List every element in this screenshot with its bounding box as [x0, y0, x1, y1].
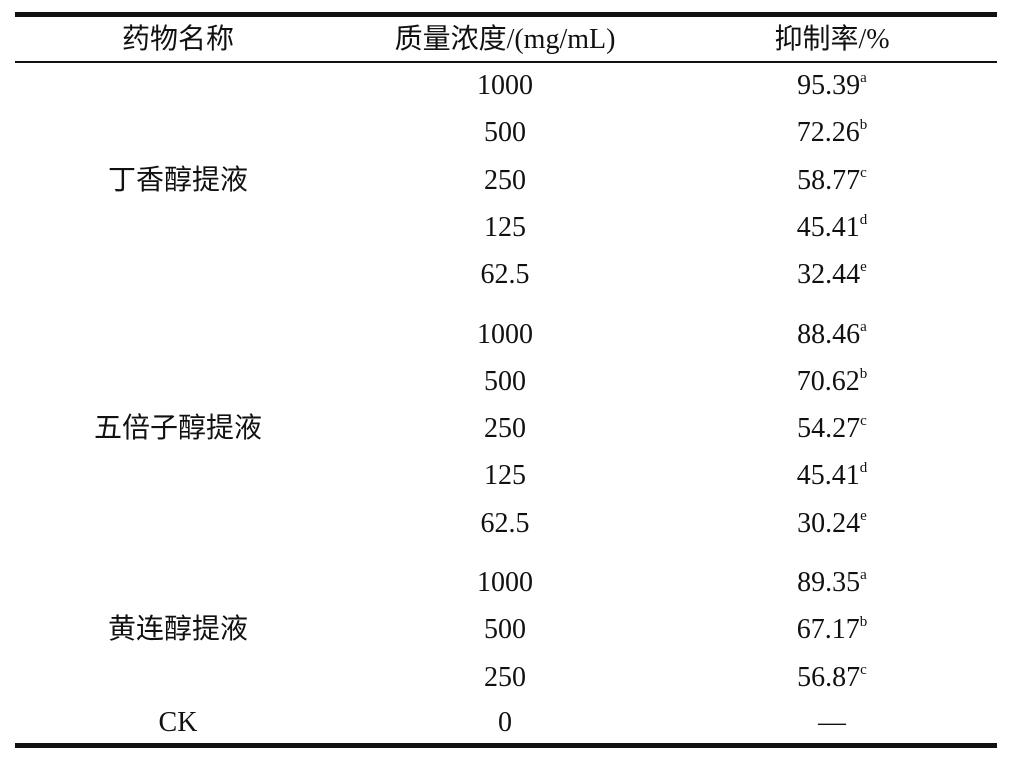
significance-mark: a: [860, 318, 867, 335]
group-name: 丁香醇提液: [107, 164, 249, 196]
rate-cell: 56.87c: [797, 661, 867, 693]
group-name: 五倍子醇提液: [93, 413, 263, 445]
concentration-cell: 250: [484, 164, 526, 196]
group-name: 黄连醇提液: [107, 614, 249, 646]
bottom-rule: [15, 743, 997, 748]
header-rule: [15, 61, 997, 63]
significance-mark: a: [860, 567, 867, 583]
concentration-cell: 1000: [477, 318, 533, 350]
rate-value: 58.77: [797, 164, 861, 196]
top-rule: [15, 12, 997, 17]
concentration-cell: 62.5: [480, 259, 530, 291]
column-header: 药物名称: [121, 24, 235, 55]
rate-cell: 95.39a: [797, 70, 867, 101]
concentration-cell: 250: [484, 413, 526, 445]
concentration-cell: 0: [498, 706, 512, 738]
significance-mark: d: [859, 460, 868, 477]
rate-value: 54.27: [797, 413, 861, 445]
concentration-cell: 125: [484, 460, 526, 492]
significance-mark: c: [860, 661, 867, 678]
concentration-cell: 62.5: [480, 507, 530, 539]
significance-mark: a: [860, 70, 867, 86]
significance-mark: c: [860, 413, 867, 430]
rate-cell: 54.27c: [797, 413, 867, 445]
concentration-cell: 125: [484, 211, 526, 243]
rate-value: 56.87: [797, 661, 861, 693]
significance-mark: b: [859, 117, 868, 134]
column-header: 抑制率/%: [774, 24, 890, 55]
rate-cell: 32.44e: [797, 259, 867, 291]
concentration-cell: 1000: [477, 567, 533, 598]
rate-cell: 89.35a: [797, 567, 867, 598]
rate-value: 72.26: [796, 117, 860, 149]
rate-cell: 88.46a: [797, 318, 867, 350]
control-name: CK: [158, 706, 198, 738]
concentration-cell: 250: [484, 661, 526, 693]
concentration-cell: 500: [484, 117, 526, 149]
rate-value: 95.39: [797, 70, 861, 101]
rate-value: 30.24: [797, 507, 861, 539]
rate-cell: —: [818, 706, 846, 738]
significance-mark: b: [859, 365, 868, 382]
rate-value: 32.44: [797, 259, 861, 291]
rate-cell: 72.26b: [796, 117, 868, 149]
concentration-cell: 500: [484, 614, 526, 646]
rate-value: 45.41: [796, 460, 860, 492]
rate-value: 89.35: [797, 567, 861, 598]
rate-cell: 67.17b: [796, 614, 868, 646]
concentration-cell: 500: [484, 365, 526, 397]
rate-cell: 45.41d: [796, 211, 868, 243]
column-header: 质量浓度/(mg/mL): [394, 24, 616, 55]
rate-cell: 30.24e: [797, 507, 867, 539]
rate-value: 45.41: [796, 211, 860, 243]
rate-value: 70.62: [796, 365, 860, 397]
significance-mark: b: [859, 614, 868, 631]
rate-value: 67.17: [796, 614, 860, 646]
rate-value: 88.46: [797, 318, 861, 350]
significance-mark: e: [860, 259, 867, 276]
significance-mark: c: [860, 164, 867, 181]
concentration-cell: 1000: [477, 70, 533, 101]
significance-mark: e: [860, 507, 867, 524]
rate-cell: 45.41d: [796, 460, 868, 492]
significance-mark: d: [859, 211, 868, 228]
rate-cell: 58.77c: [797, 164, 867, 196]
rate-cell: 70.62b: [796, 365, 868, 397]
